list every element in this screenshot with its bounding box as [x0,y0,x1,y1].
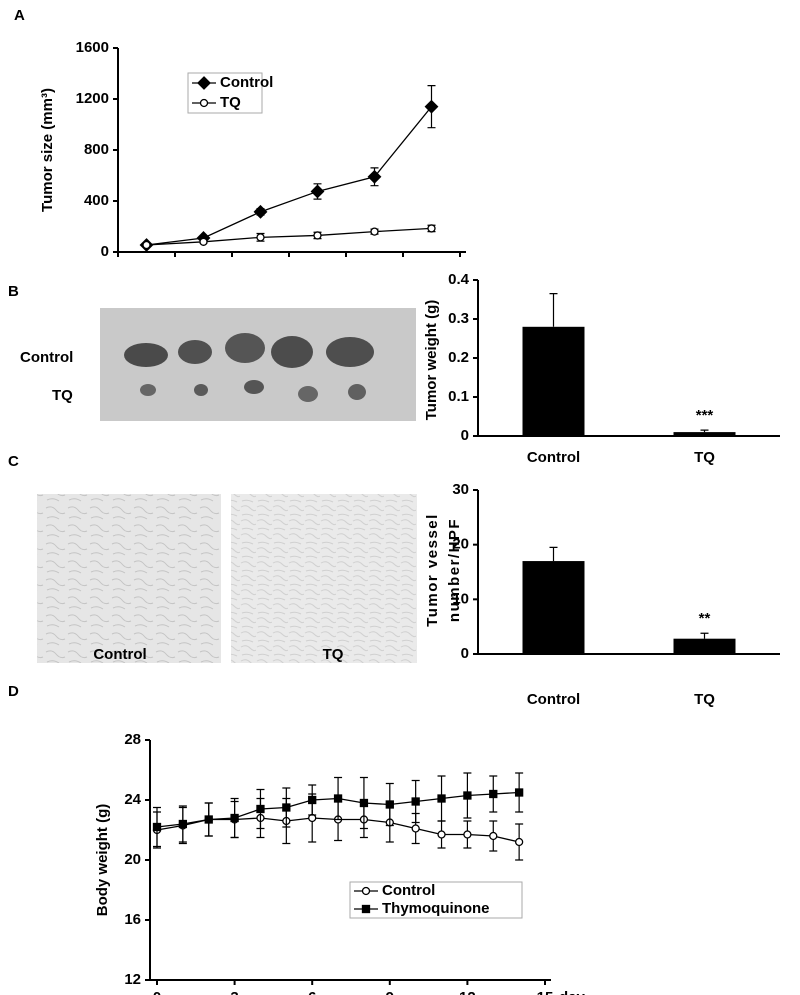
photo-row-label: TQ [52,387,73,404]
y-axis-label: Tumor vessel [424,513,441,627]
marker [282,803,291,812]
marker [514,837,524,847]
legend-label: Thymoquinone [382,900,490,917]
marker [367,169,382,184]
x-tick-label: 9 [386,989,394,995]
series-line [146,106,433,246]
y-tick-label: 400 [84,192,109,209]
x-tick-label: 3 [230,989,238,995]
marker [427,224,436,233]
legend-box [349,881,523,919]
y-tick-label: 28 [124,731,141,748]
marker [333,794,343,803]
x-tick-label: TQ [694,449,715,466]
marker [310,184,325,199]
y-tick-label: 24 [124,791,141,808]
marker [359,798,369,808]
marker [463,830,472,839]
y-tick-label: 0 [461,645,469,662]
y-tick-label: 20 [452,536,469,553]
panel-label: D [8,683,19,700]
marker [411,824,420,833]
marker [178,819,188,829]
legend-marker [197,76,211,90]
marker [256,804,265,814]
legend-marker [361,886,371,896]
histology-photo [37,494,221,663]
bar [522,326,585,436]
marker [385,800,394,809]
marker [256,233,265,242]
y-tick-label: 0.1 [448,388,469,405]
y-tick-label: 10 [452,590,469,607]
histology-photo [231,494,417,663]
y-axis-label: number/HPF [446,518,463,622]
y-axis-label: Tumor size (mm³) [39,88,56,212]
marker [308,795,317,805]
tumor-photo [100,308,416,421]
marker [142,240,151,250]
y-tick-label: 12 [124,971,141,988]
error-bar [549,546,558,562]
y-axis-label: Tumor weight (g) [423,300,440,421]
marker [489,789,498,799]
x-tick-label: 0 [153,989,161,995]
series-line [146,227,432,246]
x-tick-label: 12 [459,989,476,995]
bar [673,432,736,436]
marker [199,237,208,246]
x-tick-label: Control [527,449,580,466]
photo-caption: TQ [323,646,344,663]
photo-row-label: Control [20,349,73,366]
bar [522,561,585,654]
y-tick-label: 0.4 [448,271,470,288]
y-tick-label: 0 [101,243,109,260]
marker [463,791,472,800]
marker [253,204,268,219]
marker [489,831,498,841]
marker [313,231,322,240]
y-tick-label: 0.3 [448,310,469,327]
x-tick-label: Control [527,691,580,708]
marker [411,797,420,806]
marker [437,794,446,803]
marker [152,822,162,832]
legend-label: Control [220,74,273,91]
legend-box [187,72,263,114]
x-tick-label: TQ [694,691,715,708]
marker [370,227,379,236]
photo-caption: Control [93,646,146,663]
marker [204,815,213,824]
panel-label: C [8,453,19,470]
annotation: ** [699,610,711,627]
y-axis-label: Body weight (g) [94,804,111,917]
annotation: *** [696,407,714,424]
panel-label: B [8,283,19,300]
y-tick-label: 800 [84,141,109,158]
legend-marker [199,98,209,108]
legend-label: TQ [220,94,241,111]
x-tick-label: 15 [537,989,554,995]
y-tick-label: 20 [124,851,141,868]
y-tick-label: 30 [452,481,469,498]
x-axis-label: day [559,989,586,995]
marker [230,813,239,823]
bar [673,638,736,654]
error-bar [700,429,709,433]
error-bar [549,293,558,327]
y-tick-label: 0.2 [448,349,469,366]
marker [514,788,524,797]
x-tick-label: 6 [308,989,316,995]
panel-label: A [14,7,25,24]
y-tick-label: 1200 [76,90,109,107]
error-bar [700,632,709,639]
marker [437,830,446,839]
y-tick-label: 16 [124,911,141,928]
y-tick-label: 1600 [76,39,109,56]
legend-label: Control [382,882,435,899]
marker [424,99,439,114]
y-tick-label: 0 [461,427,469,444]
legend-marker [361,904,371,914]
